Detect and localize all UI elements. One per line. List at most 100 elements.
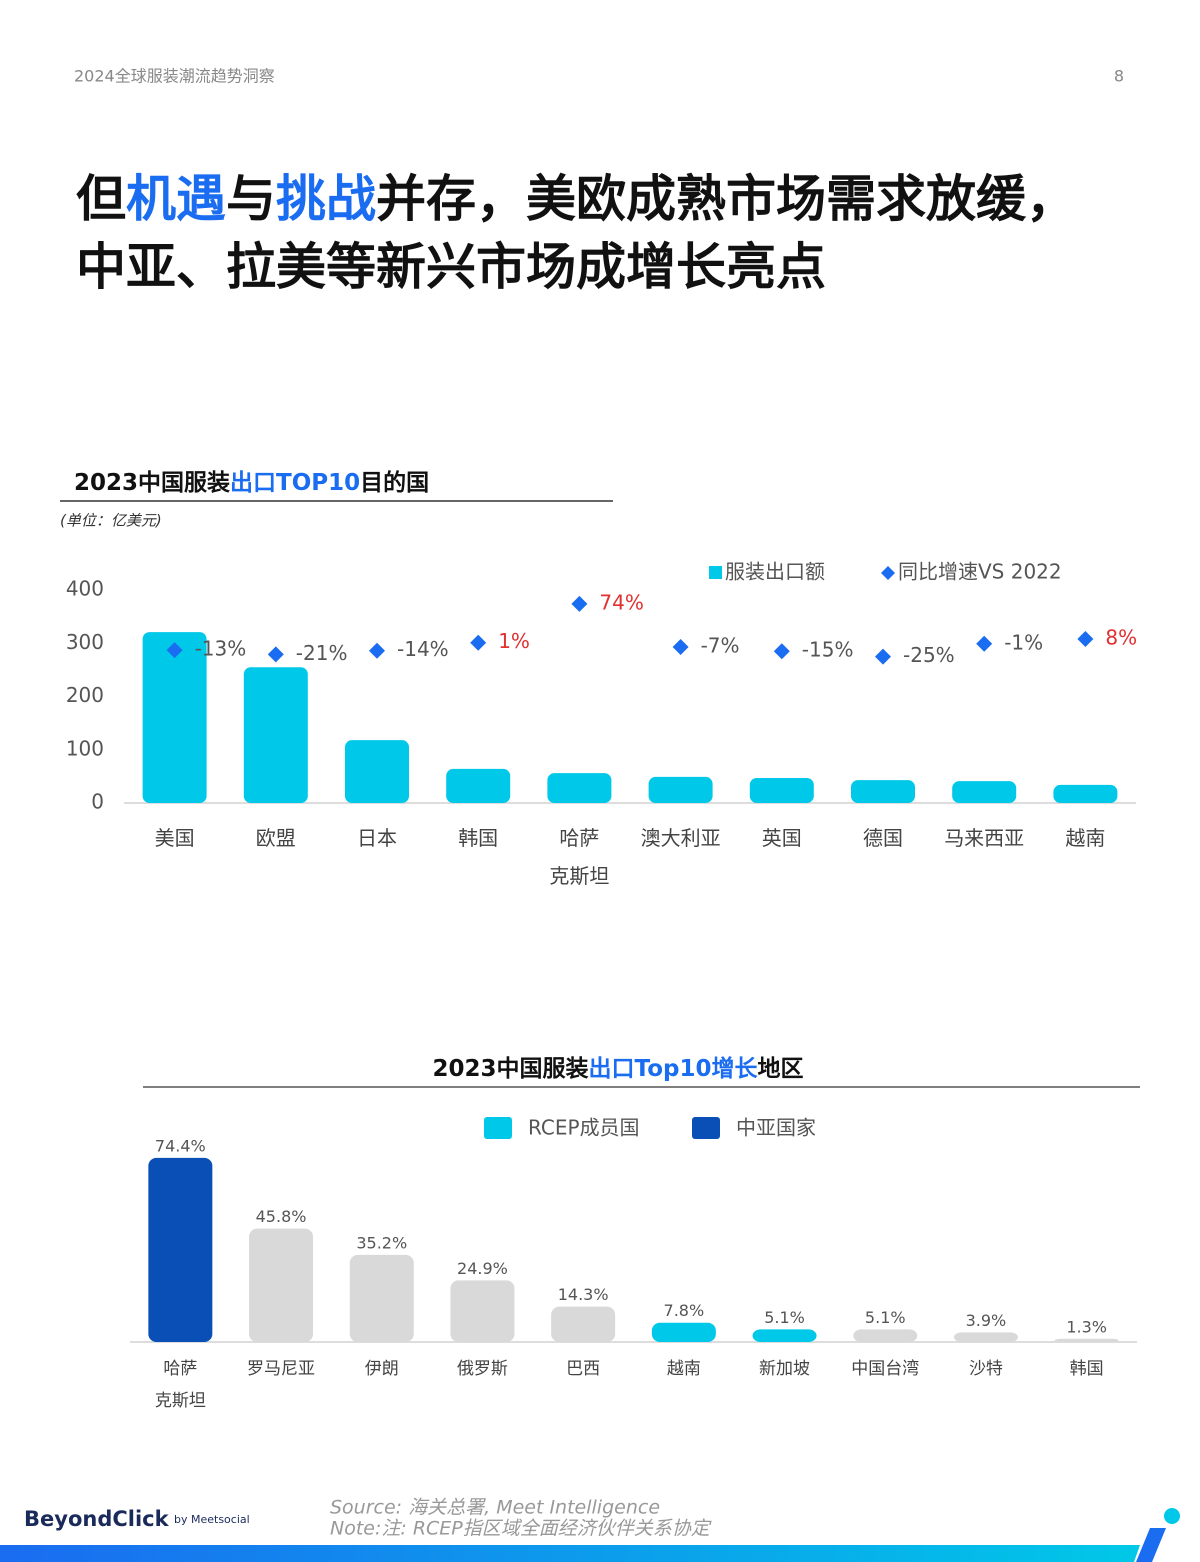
- growth-marker: [470, 634, 487, 651]
- data-label: 1.3%: [1066, 1317, 1107, 1336]
- data-label: -15%: [802, 638, 854, 662]
- data-label: 74.4%: [155, 1136, 206, 1155]
- x-tick-label: 德国: [863, 826, 903, 850]
- x-tick-label: 哈萨 克斯坦: [154, 1359, 206, 1412]
- x-tick-label: 韩国: [1069, 1359, 1104, 1379]
- legend-label: RCEP成员国: [528, 1116, 640, 1140]
- bar: [349, 1254, 414, 1342]
- data-label: 3.9%: [966, 1311, 1007, 1330]
- x-tick-label: 马来西亚: [944, 826, 1025, 850]
- growth-marker: [1077, 630, 1094, 647]
- bar: [851, 780, 915, 803]
- growth-marker: [672, 638, 689, 655]
- bar: [243, 667, 308, 803]
- data-label: 74%: [599, 590, 643, 614]
- x-tick-label: 罗马尼亚: [247, 1359, 316, 1379]
- legend-swatch: [692, 1117, 720, 1139]
- title-part: 出口TOP10: [230, 470, 361, 496]
- title: 但机遇与挑战并存，美欧成熟市场需求放缓， 中亚、拉美等新兴市场成增长亮点: [76, 165, 1076, 301]
- x-tick-label: 中国台湾: [851, 1359, 920, 1379]
- x-tick-label: 澳大利亚: [640, 826, 721, 850]
- source: Source: 海关总署, Meet Intelligence: [330, 1497, 660, 1519]
- data-label: -14%: [397, 637, 449, 661]
- title-line: 但机遇与挑战并存，美欧成熟市场需求放缓，: [76, 165, 1076, 233]
- brand-by: by Meetsocial: [174, 1513, 250, 1526]
- title-part: 机遇: [126, 170, 226, 228]
- x-tick-label: 哈萨 克斯坦: [549, 826, 610, 888]
- x-tick-label: 英国: [761, 826, 802, 850]
- x-tick-label: 新加坡: [759, 1359, 811, 1379]
- y-tick-label: 100: [66, 736, 104, 760]
- growth-marker: [875, 648, 891, 665]
- legend-swatch: [709, 566, 722, 579]
- bar: [749, 777, 814, 803]
- x-tick-label: 伊朗: [364, 1359, 399, 1379]
- title-part: 地区: [757, 1056, 804, 1082]
- growth-marker: [369, 642, 385, 659]
- x-tick-label: 越南: [666, 1359, 701, 1379]
- legend-swatch: [484, 1117, 512, 1139]
- bar: [551, 1306, 616, 1342]
- x-tick-label: 巴西: [566, 1359, 601, 1379]
- legend-label: 服装出口额: [725, 560, 825, 584]
- data-label: -25%: [903, 643, 955, 667]
- bar: [853, 1329, 918, 1342]
- bar: [547, 773, 612, 803]
- page-number: 8: [1114, 67, 1124, 86]
- bar: [345, 740, 409, 803]
- y-tick-label: 0: [91, 790, 104, 814]
- legend-label: 中亚国家: [736, 1116, 816, 1140]
- data-label: 7.8%: [664, 1301, 705, 1320]
- bar: [752, 1329, 817, 1342]
- legend-marker: [881, 566, 895, 580]
- title-part: 并存，美欧成熟市场需求放缓，: [376, 170, 1076, 228]
- title-part: 2023中国服装: [432, 1056, 589, 1082]
- data-label: 5.1%: [764, 1308, 805, 1327]
- title-part: 中亚、拉美等新兴市场成增长亮点: [76, 238, 826, 296]
- y-tick-label: 200: [66, 683, 104, 707]
- title-line: 中亚、拉美等新兴市场成增长亮点: [76, 233, 1076, 301]
- data-label: 14.3%: [558, 1285, 609, 1304]
- growth-marker: [976, 635, 993, 652]
- brand: BeyondClick: [24, 1507, 170, 1531]
- growth-marker: [267, 646, 284, 663]
- footer-band: [0, 1545, 1140, 1562]
- bar: [148, 1157, 213, 1342]
- title-part: 出口Top10增长: [588, 1056, 758, 1082]
- title-part: 2023中国服装: [74, 470, 231, 496]
- bar: [651, 1322, 716, 1342]
- data-label: -13%: [195, 637, 247, 661]
- data-label: -21%: [296, 641, 348, 665]
- growth-marker: [571, 595, 588, 612]
- x-tick-label: 越南: [1065, 826, 1106, 850]
- chart-title: 2023中国服装出口TOP10目的国: [74, 463, 429, 497]
- logo-dot: [1164, 1508, 1180, 1524]
- data-label: 5.1%: [865, 1308, 906, 1327]
- bar: [249, 1228, 314, 1342]
- title-part: 但: [76, 170, 126, 228]
- y-tick-label: 400: [66, 577, 104, 601]
- bar: [1054, 1338, 1119, 1342]
- bar: [1053, 784, 1118, 803]
- bar: [648, 776, 713, 803]
- y-tick-label: 300: [66, 630, 104, 654]
- title-part: 挑战: [276, 170, 376, 228]
- x-tick-label: 韩国: [458, 826, 499, 850]
- x-tick-label: 俄罗斯: [456, 1359, 508, 1379]
- data-label: 1%: [498, 629, 530, 653]
- growth-marker: [166, 642, 183, 659]
- bar: [953, 1332, 1018, 1342]
- title-part: 与: [226, 170, 276, 228]
- data-label: -7%: [701, 633, 740, 657]
- report-name: 2024全球服装潮流趋势洞察: [74, 67, 275, 86]
- bar: [952, 781, 1017, 803]
- growth-marker: [773, 643, 790, 660]
- data-label: 45.8%: [256, 1207, 307, 1226]
- bar: [450, 1280, 515, 1342]
- data-label: -1%: [1004, 630, 1043, 654]
- legend-label: 同比增速VS 2022: [898, 560, 1062, 584]
- title-part: 目的国: [360, 470, 430, 496]
- x-tick-label: 日本: [357, 826, 397, 850]
